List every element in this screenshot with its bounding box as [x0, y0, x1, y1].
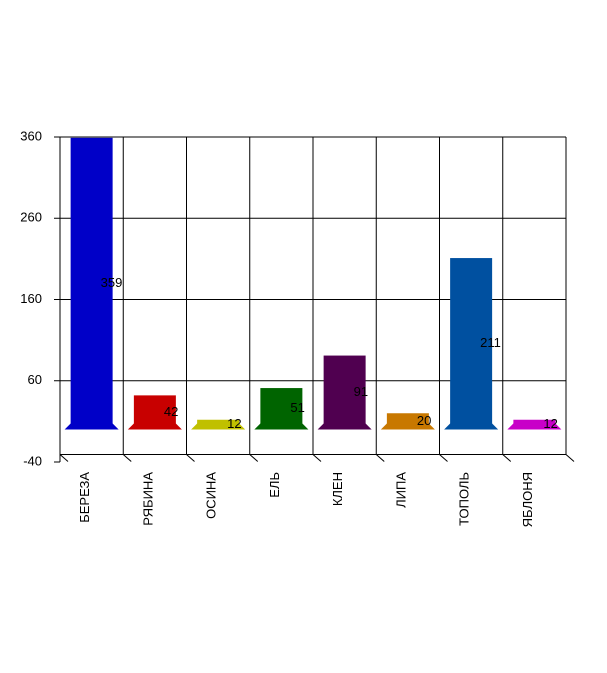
y-tick-label: -40 — [23, 453, 42, 468]
floor-line — [122, 454, 132, 462]
floor-line — [59, 454, 69, 462]
floor-line — [312, 454, 322, 462]
bar — [70, 137, 113, 430]
y-tick-label: 360 — [20, 128, 42, 143]
bar — [323, 355, 366, 430]
value-label: 359 — [101, 275, 123, 290]
floor-line — [186, 454, 195, 462]
x-tick-label: ТОПОЛЬ — [457, 472, 472, 526]
value-label: 91 — [354, 384, 368, 399]
y-tick-label: 160 — [20, 291, 42, 306]
value-label: 12 — [227, 416, 241, 431]
floor-line — [375, 454, 385, 462]
bar — [450, 258, 493, 430]
value-label: 211 — [480, 335, 501, 350]
y-tick-label: 60 — [28, 372, 42, 387]
x-tick-label: ЕЛЬ — [267, 472, 282, 498]
floor-line — [249, 454, 259, 462]
x-tick-label: ОСИНА — [204, 472, 219, 519]
y-tick-label: 260 — [20, 210, 42, 225]
floor-line — [565, 454, 575, 462]
bar — [197, 419, 240, 430]
bar — [513, 419, 556, 430]
value-label: 12 — [543, 416, 557, 431]
value-label: 51 — [290, 400, 304, 415]
bar — [260, 388, 303, 430]
floor-line — [439, 454, 448, 462]
floor-line — [502, 454, 512, 462]
value-label: 20 — [417, 413, 431, 428]
x-tick-label: КЛЕН — [330, 472, 345, 506]
bar — [386, 413, 429, 430]
x-tick-label: ЛИПА — [393, 472, 408, 508]
x-tick-label: БЕРЕЗА — [77, 472, 92, 523]
x-tick-label: ЯБЛОНЯ — [520, 472, 535, 527]
value-label: 42 — [164, 404, 178, 419]
x-tick-label: РЯБИНА — [140, 472, 155, 526]
bar — [133, 395, 176, 430]
